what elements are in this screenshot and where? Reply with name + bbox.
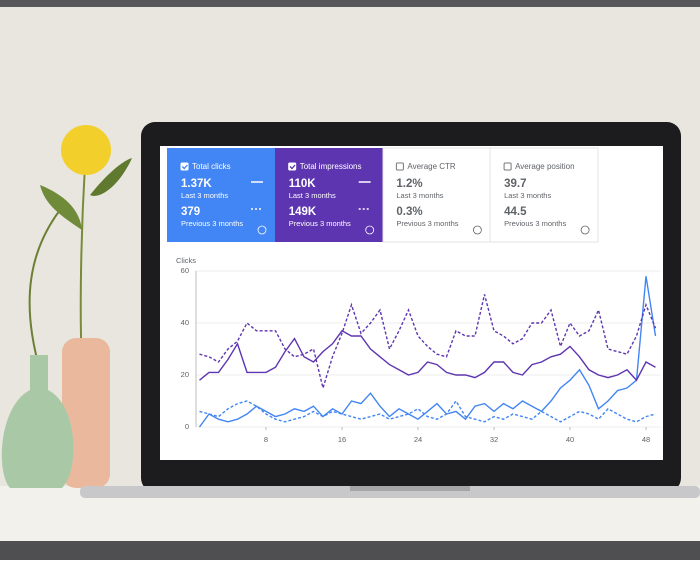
- y-axis-label: Clicks: [176, 256, 196, 265]
- y-tick-label: 40: [181, 318, 189, 327]
- check-mark: [181, 164, 188, 170]
- help-icon: [472, 225, 482, 235]
- card-title: Total clicks: [192, 162, 231, 171]
- series-line: [198, 276, 657, 428]
- stem: [28, 209, 61, 371]
- top-band: [0, 0, 700, 7]
- card-period: Previous 3 months: [181, 219, 243, 228]
- card-period: Previous 3 months: [396, 219, 458, 228]
- checkbox: [395, 162, 404, 171]
- card[interactable]: [382, 147, 491, 243]
- check-mark: [289, 164, 296, 170]
- card-period: Previous 3 months: [289, 219, 351, 228]
- card-value: 44.5: [504, 206, 527, 218]
- series-line: [199, 399, 656, 423]
- help-icon: [365, 225, 375, 235]
- laptop-base: [80, 486, 700, 498]
- y-tick-label: 60: [181, 266, 189, 275]
- card-period: Previous 3 months: [504, 219, 566, 228]
- card-period: Last 3 months: [504, 191, 551, 200]
- y-tick-label: 20: [181, 370, 189, 379]
- x-tick-label: 24: [414, 435, 422, 444]
- bottom-band: [0, 541, 700, 560]
- leaf: [90, 158, 132, 196]
- checkbox: [180, 162, 189, 171]
- card-value: 149K: [289, 206, 317, 218]
- vase: [1, 355, 74, 488]
- flower: [61, 125, 111, 175]
- help-icon: [580, 225, 590, 235]
- checkbox: [503, 162, 512, 171]
- card-period: Last 3 months: [396, 191, 443, 200]
- help-icon: [257, 225, 267, 235]
- laptop-notch: [350, 486, 470, 491]
- card-period: Last 3 months: [181, 191, 228, 200]
- vase: [62, 338, 110, 488]
- x-tick-label: 40: [566, 435, 574, 444]
- x-tick-label: 32: [490, 435, 498, 444]
- card[interactable]: [489, 147, 599, 243]
- card-value: 110K: [289, 178, 317, 190]
- x-tick-label: 48: [642, 435, 650, 444]
- series-line: [199, 294, 657, 391]
- card-title: Average position: [515, 162, 574, 171]
- card-title: Average CTR: [407, 162, 456, 171]
- card-value: 0.3%: [396, 206, 422, 218]
- card-period: Last 3 months: [289, 191, 336, 200]
- card-value: 39.7: [504, 178, 526, 190]
- x-tick-label: 8: [264, 435, 268, 444]
- card-value: 1.37K: [181, 178, 212, 190]
- leaf: [40, 185, 82, 230]
- checkbox: [288, 162, 297, 171]
- y-tick-label: 0: [185, 422, 189, 431]
- card-value: 379: [181, 206, 200, 218]
- series-line: [199, 329, 656, 382]
- card-title: Total impressions: [300, 162, 362, 171]
- card-value: 1.2%: [396, 178, 422, 190]
- x-tick-label: 16: [338, 435, 346, 444]
- chart: Clicks 0 20 40 60 8 16 24 32 40 48: [176, 256, 661, 444]
